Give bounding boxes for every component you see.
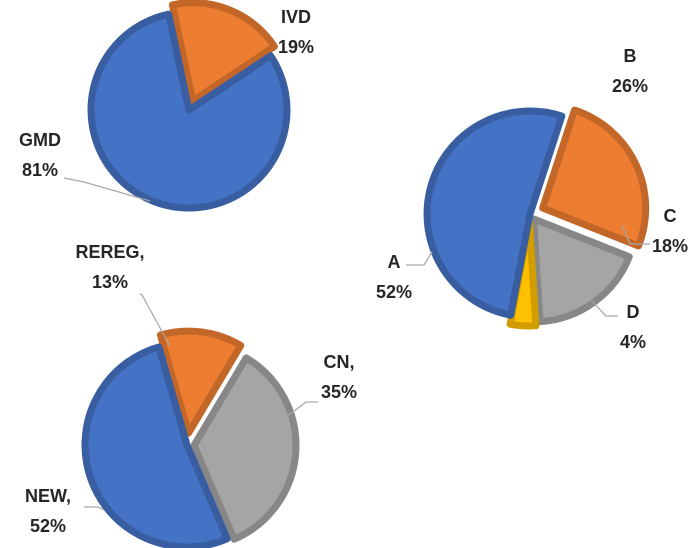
leader-line-cn <box>284 401 318 419</box>
pie-chart-1: IVD 19% GMD 81% <box>19 0 314 212</box>
slice-label-new: NEW, <box>25 486 71 506</box>
slice-label-cn: CN, <box>324 352 355 372</box>
slice-percent-gmd: 81% <box>22 160 58 180</box>
pie-slice-new <box>81 343 231 548</box>
slice-label-gmd: GMD <box>19 130 61 150</box>
slice-label-d: D <box>627 302 640 322</box>
slice-percent-ivd: 19% <box>278 37 314 57</box>
leader-line-d <box>589 298 618 317</box>
slice-label-a: A <box>388 252 401 272</box>
pie-slice-b <box>539 106 650 250</box>
leader-line-rereg <box>139 293 171 347</box>
pie-chart-2: B 26% C 18% D 4% A 52% <box>376 46 688 352</box>
pie-slice-gmd <box>87 10 291 212</box>
slice-label-ivd: IVD <box>281 7 311 27</box>
slice-label-rereg: REREG, <box>75 242 144 262</box>
leader-line-a <box>406 251 433 266</box>
slice-percent-rereg: 13% <box>92 272 128 292</box>
pie-chart-3: REREG, 13% CN, 35% NEW, 52% <box>25 242 357 548</box>
slice-percent-new: 52% <box>30 516 66 536</box>
slice-label-c: C <box>664 206 677 226</box>
pie-slice-cn <box>190 354 300 543</box>
slice-label-b: B <box>624 46 637 66</box>
slice-percent-b: 26% <box>612 76 648 96</box>
leader-line-gmd <box>63 177 151 202</box>
leader-line-c <box>621 224 650 245</box>
slice-percent-c: 18% <box>652 236 688 256</box>
leader-line-new <box>84 506 105 511</box>
slice-percent-a: 52% <box>376 282 412 302</box>
slice-percent-d: 4% <box>620 332 646 352</box>
pie-slice-c <box>530 215 633 326</box>
pie-slice-ivd <box>168 0 278 105</box>
slice-percent-cn: 35% <box>321 382 357 402</box>
pie-slice-a <box>423 107 566 319</box>
